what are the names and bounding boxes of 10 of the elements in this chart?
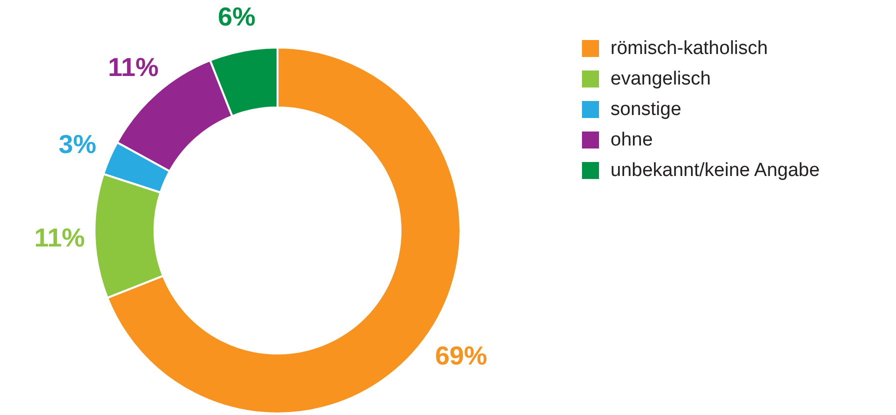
data-label: 6% xyxy=(218,1,256,32)
data-label: 69% xyxy=(435,340,488,370)
data-label: 11% xyxy=(34,222,85,252)
data-label: 3% xyxy=(58,128,96,159)
data-label: 11% xyxy=(108,52,159,82)
legend-label: unbekannt/keine Angabe xyxy=(610,160,820,181)
legend-label: römisch-katholisch xyxy=(610,38,768,59)
legend-label: ohne xyxy=(610,130,653,150)
legend-label: sonstige xyxy=(610,99,682,120)
legend-label: evangelisch xyxy=(610,68,711,90)
